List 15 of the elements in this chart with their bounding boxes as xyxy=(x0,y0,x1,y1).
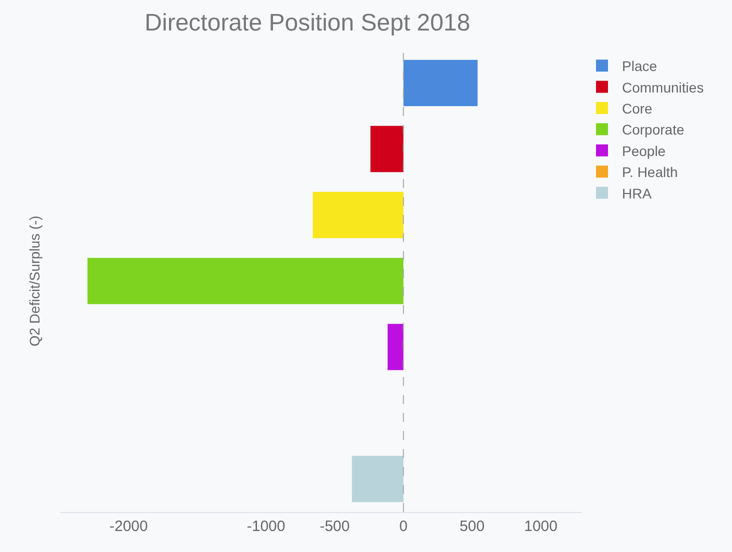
legend-label: Place xyxy=(622,58,658,74)
x-tick-label: 1000 xyxy=(524,518,558,535)
x-tick-label: -2000 xyxy=(109,518,148,535)
x-tick-label: 0 xyxy=(399,518,408,535)
legend-label: Core xyxy=(622,100,653,116)
legend-label: HRA xyxy=(622,185,652,202)
legend-label: Communities xyxy=(622,79,704,96)
legend-label: Corporate xyxy=(622,122,684,138)
x-tick-label: 500 xyxy=(460,518,485,535)
chart-title: Directorate Position Sept 2018 xyxy=(144,10,470,37)
legend-label: People xyxy=(622,142,666,159)
y-axis-title: Q2 Deficit/Surplus (-) xyxy=(26,216,43,346)
x-tick-label: -1000 xyxy=(246,518,286,535)
legend-label: P. Health xyxy=(622,164,678,180)
x-tick-label: -500 xyxy=(320,518,350,535)
